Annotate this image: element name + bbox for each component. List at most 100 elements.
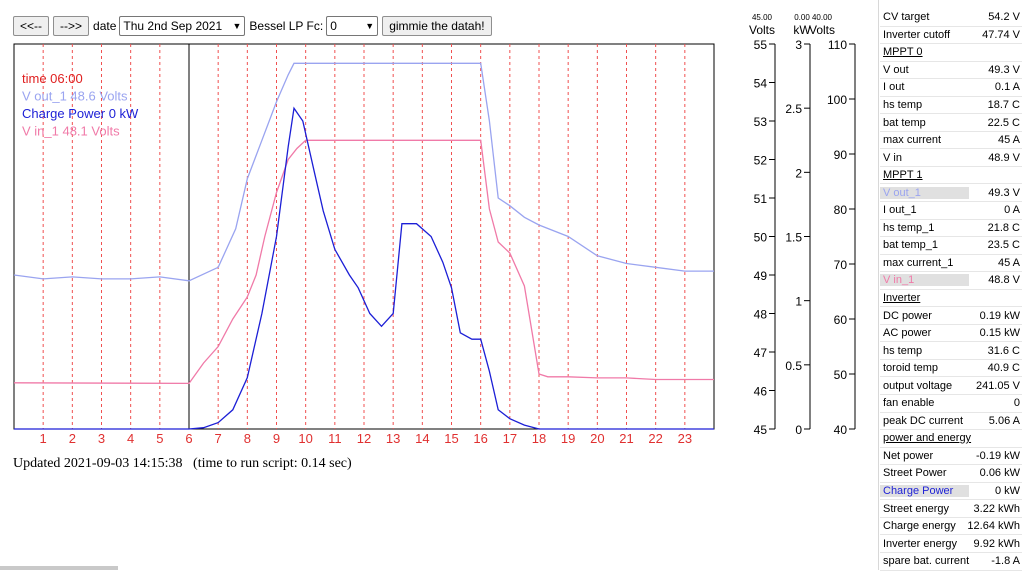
panel-key: Street Power (883, 467, 947, 480)
axis-top-value: 45.00 (752, 13, 773, 22)
x-tick-label: 17 (503, 431, 517, 446)
series-line (14, 106, 714, 430)
submit-button[interactable]: gimmie the datah! (382, 16, 492, 36)
chart[interactable]: 1 2 3 4 5 6 7 8 9 10 11 12 13 14 15 16 17 18 19 20 21 22 23tim… (0, 0, 878, 450)
panel-row: spare bat. current -1.8 A (880, 553, 1022, 571)
axis-tick-label: 50 (834, 368, 848, 382)
x-tick-label: 13 (386, 431, 400, 446)
panel-key[interactable]: V out_1 (880, 186, 969, 199)
panel-value: 47.74 V (982, 28, 1020, 41)
prev-day-button[interactable]: <<-- (13, 16, 50, 36)
axis-tick-label: 47 (754, 346, 768, 360)
panel-value: 0.1 A (994, 81, 1020, 94)
panel-row: hs temp 18.7 C (880, 97, 1022, 115)
panel-key: AC power (883, 327, 932, 340)
panel-key: Inverter cutoff (883, 28, 951, 41)
panel-value: -0.19 kW (975, 449, 1020, 462)
x-tick-label: 8 (244, 431, 251, 446)
panel-key: bat temp (883, 116, 926, 129)
panel-row: MPPT 0 (880, 44, 1022, 62)
status-line: Updated 2021-09-03 14:15:38 (time to run… (13, 456, 352, 472)
panel-row: peak DC current 5.06 A (880, 413, 1022, 431)
x-tick-label: 7 (215, 431, 222, 446)
bessel-select[interactable]: 0 ▼ (326, 16, 379, 36)
panel-row: output voltage 241.05 V (880, 377, 1022, 396)
x-tick-label: 20 (590, 431, 604, 446)
next-day-button[interactable]: -->> (53, 16, 90, 36)
tooltip-line: V in_1 48.1 Volts (22, 124, 120, 139)
x-tick-label: 3 (98, 431, 105, 446)
axis-unit: Volts (749, 23, 775, 37)
panel-value: 0 A (1004, 204, 1020, 217)
toolbar: <<-- -->> date Thu 2nd Sep 2021 ▼ Bessel… (13, 15, 496, 37)
panel-row: Street energy 3.22 kWh (880, 500, 1022, 518)
panel-key[interactable]: Charge Power (880, 485, 969, 498)
tooltip-line: Charge Power 0 kW (22, 106, 139, 121)
panel-value: 45 A (997, 256, 1020, 269)
axis-tick-label: 46 (754, 385, 768, 399)
panel-key: peak DC current (883, 414, 964, 427)
panel-key: Inverter (883, 292, 921, 305)
panel-value: 18.7 C (987, 99, 1020, 111)
panel-value: 48.8 V (988, 274, 1020, 287)
tooltip-line: V out_1 48.6 Volts (22, 89, 128, 104)
axis-tick-label: 1 (795, 295, 802, 309)
panel-value: 54.2 V (988, 11, 1020, 24)
x-tick-label: 5 (156, 431, 163, 446)
panel-row: DC power 0.19 kW (880, 307, 1022, 325)
panel-key: output voltage (883, 379, 953, 392)
axis-top-value: 40.00 (812, 13, 833, 22)
axis-tick-label: 60 (834, 313, 848, 327)
panel-value: 21.8 C (987, 221, 1020, 234)
panel-value: 0.06 kW (979, 467, 1020, 480)
x-tick-label: 18 (532, 431, 546, 446)
axis-tick-label: 50 (754, 231, 768, 245)
panel-row: max current_1 45 A (880, 255, 1022, 273)
panel-value: 241.05 V (975, 379, 1020, 392)
axis-tick-label: 3 (795, 38, 802, 52)
panel-key: hs temp (883, 344, 923, 357)
date-select-value: Thu 2nd Sep 2021 (123, 19, 223, 33)
panel-row: Inverter cutoff 47.74 V (880, 27, 1022, 45)
x-tick-label: 1 (40, 431, 47, 446)
readings-panel: CV target 54.2 V Inverter cutoff 47.74 V MPP… (880, 9, 1022, 571)
x-tick-label: 10 (298, 431, 312, 446)
panel-row: Inverter (880, 290, 1022, 308)
series-line (13, 62, 714, 282)
axis-tick-label: 48 (754, 308, 768, 322)
date-select[interactable]: Thu 2nd Sep 2021 ▼ (119, 16, 246, 36)
x-tick-label: 2 (69, 431, 76, 446)
panel-key: Street energy (883, 502, 950, 515)
x-tick-label: 4 (127, 431, 134, 446)
bessel-select-value: 0 (330, 19, 337, 33)
panel-key: hs temp_1 (883, 221, 935, 234)
x-tick-label: 14 (415, 431, 429, 446)
axis-tick-label: 55 (754, 38, 768, 52)
date-label: date (93, 19, 117, 33)
axis-tick-label: 45 (754, 423, 768, 437)
x-tick-label: 22 (648, 431, 662, 446)
panel-key: I out (883, 81, 905, 94)
panel-row: bat temp 22.5 C (880, 114, 1022, 132)
panel-value: 49.3 V (988, 63, 1020, 76)
axis-tick-label: 70 (834, 258, 848, 272)
panel-row: Charge energy 12.64 kWh (880, 518, 1022, 536)
x-tick-label: 19 (561, 431, 575, 446)
panel-row: max current 45 A (880, 132, 1022, 150)
panel-value: 49.3 V (988, 186, 1020, 199)
panel-key[interactable]: V in_1 (880, 274, 969, 287)
axis-tick-label: 100 (827, 93, 847, 107)
panel-value: 0.19 kW (979, 309, 1020, 322)
horizontal-scrollbar[interactable] (0, 566, 118, 570)
axis-tick-label: 52 (754, 154, 768, 168)
panel-key: power and energy (883, 432, 972, 445)
panel-key: bat temp_1 (883, 239, 939, 252)
panel-value: 12.64 kWh (967, 520, 1020, 533)
axis-tick-label: 49 (754, 269, 768, 283)
panel-key: Charge energy (883, 520, 956, 533)
axis-tick-label: 90 (834, 148, 848, 162)
axis-tick-label: 80 (834, 203, 848, 217)
axis-tick-label: 2.5 (785, 102, 802, 116)
chevron-down-icon: ▼ (232, 21, 242, 31)
x-tick-label: 21 (619, 431, 633, 446)
